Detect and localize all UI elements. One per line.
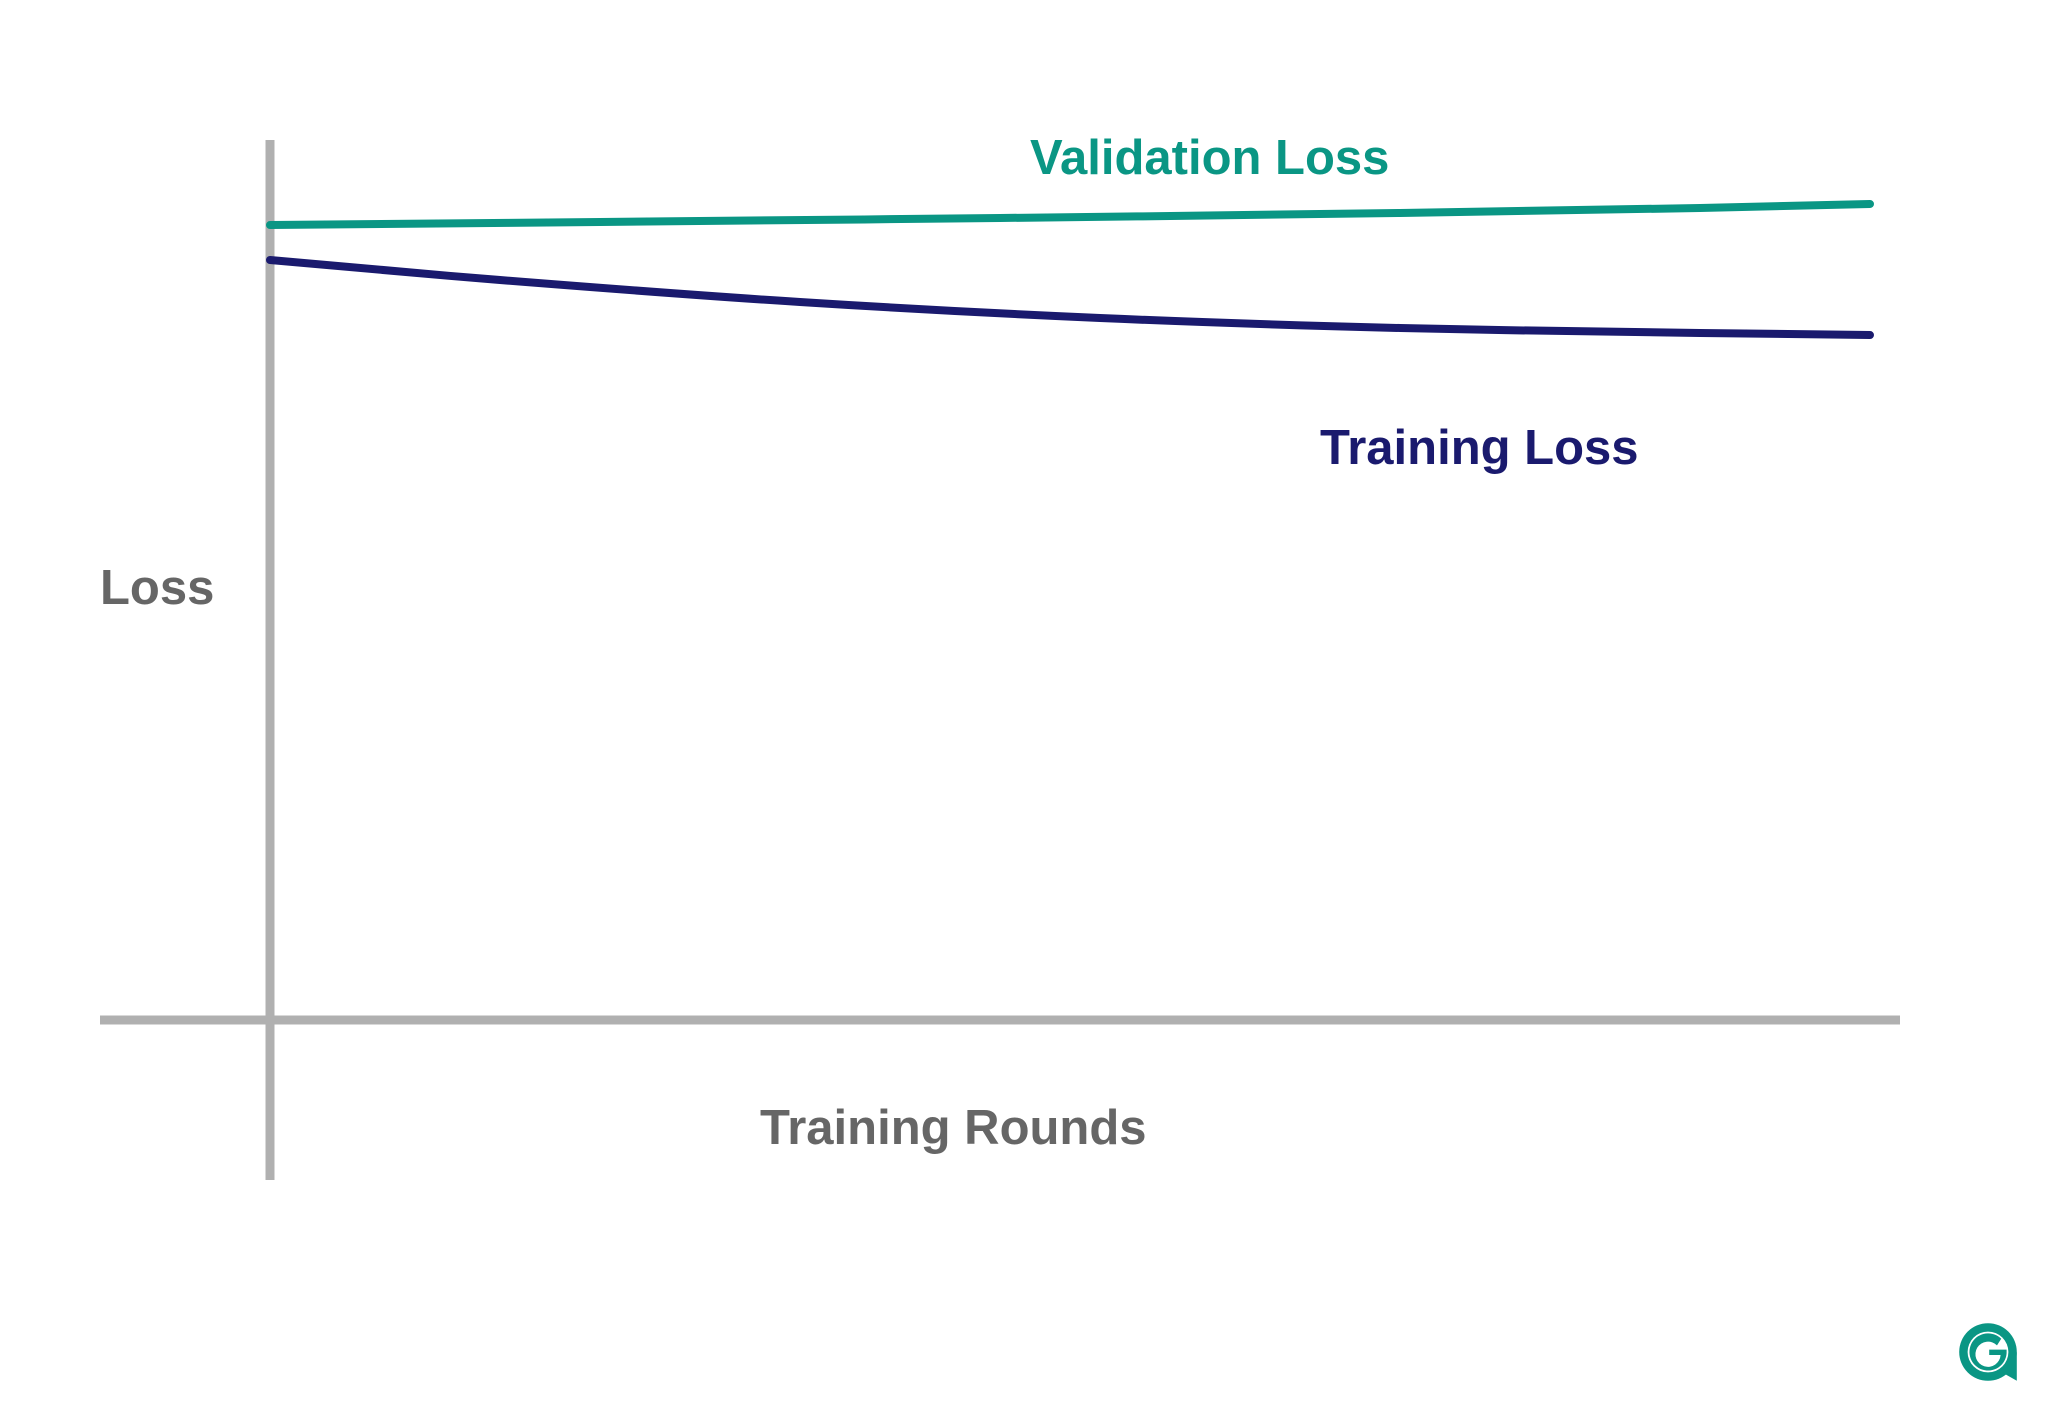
- loss-chart: Loss Training Rounds Validation Loss Tra…: [0, 0, 2048, 1417]
- y-axis-label: Loss: [100, 560, 214, 616]
- validation-loss-label: Validation Loss: [1030, 130, 1389, 186]
- training-loss-line: [270, 260, 1870, 335]
- grammarly-logo-icon: [1958, 1322, 2018, 1387]
- training-loss-label: Training Loss: [1320, 420, 1639, 476]
- x-axis-label: Training Rounds: [760, 1100, 1147, 1156]
- validation-loss-line: [270, 204, 1870, 225]
- chart-svg: [0, 0, 2048, 1417]
